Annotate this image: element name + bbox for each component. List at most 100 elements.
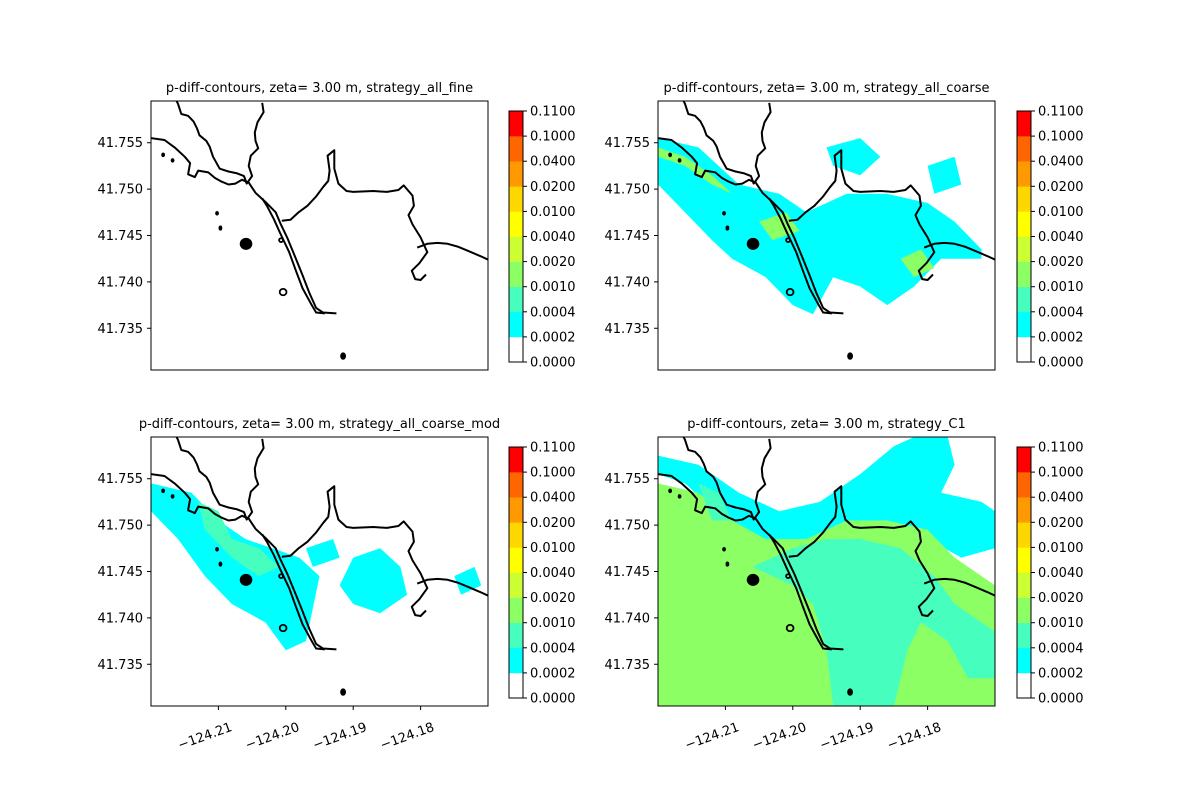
- colorbar-segment: [1017, 236, 1031, 262]
- colorbar-segment: [509, 672, 523, 699]
- coastline: [151, 137, 337, 315]
- colorbar-label: 0.0000: [530, 692, 576, 707]
- coastline: [175, 101, 265, 185]
- colorbar-segment: [509, 597, 523, 623]
- colorbar-segment: [1017, 336, 1031, 363]
- y-tick-label: 41.755: [605, 472, 651, 487]
- y-tick-label: 41.745: [98, 565, 144, 580]
- y-tick-label: 41.750: [98, 519, 144, 534]
- colorbar-label: 0.0020: [1038, 591, 1084, 606]
- colorbar-label: 0.0100: [530, 205, 576, 220]
- contour-region-0.0002-0.0004: [927, 156, 962, 194]
- colorbar-label: 0.0040: [1038, 566, 1084, 581]
- island: [241, 576, 251, 584]
- colorbar-segment: [509, 261, 523, 287]
- island: [668, 152, 673, 158]
- colorbar: 0.0000 0.0002 0.0004 0.0010 0.0020 0.0040 0.01…: [1016, 441, 1084, 707]
- colorbar-segment: [1017, 261, 1031, 287]
- colorbar-segment: [509, 336, 523, 363]
- colorbar-segment: [1017, 311, 1031, 338]
- colorbar-segment: [509, 447, 523, 473]
- coastline: [923, 577, 995, 597]
- colorbar-label: 0.0000: [1038, 356, 1084, 371]
- y-tick-label: 41.740: [605, 275, 651, 290]
- island: [218, 561, 223, 567]
- coastline: [768, 533, 833, 651]
- colorbar-segment: [509, 472, 523, 498]
- colorbar-segment: [1017, 136, 1031, 162]
- colorbar-label: 0.0100: [530, 541, 576, 556]
- colorbar-segment: [1017, 497, 1031, 523]
- island: [847, 688, 853, 696]
- colorbar-label: 0.0010: [1038, 616, 1084, 631]
- colorbar-label: 0.0002: [1038, 330, 1084, 345]
- coastline: [923, 241, 995, 261]
- colorbar-segment: [509, 236, 523, 262]
- colorbar-segment: [509, 572, 523, 598]
- island: [668, 488, 673, 494]
- colorbar-segment: [1017, 161, 1031, 187]
- colorbar-label: 0.0004: [1038, 305, 1084, 320]
- y-tick-label: 41.745: [605, 229, 651, 244]
- coastline: [175, 437, 265, 521]
- contour-region-0.0002-0.0004: [826, 138, 881, 176]
- colorbar-segment: [1017, 211, 1031, 237]
- contour-fill-layer: [658, 437, 995, 706]
- contour-region-0.0002-0.0004: [658, 138, 982, 315]
- island: [748, 576, 758, 584]
- colorbar-segment: [1017, 111, 1031, 137]
- colorbar-segment: [1017, 647, 1031, 674]
- colorbar-label: 0.0200: [530, 180, 576, 195]
- colorbar-label: 0.0002: [530, 330, 576, 345]
- colorbar-label: 0.0002: [1038, 666, 1084, 681]
- island: [785, 237, 791, 243]
- colorbar: 0.0000 0.0002 0.0004 0.0010 0.0020 0.0040 0.01…: [1016, 105, 1084, 371]
- colorbar-label: 0.0010: [530, 616, 576, 631]
- coastline: [788, 485, 936, 617]
- colorbar-label: 0.0040: [530, 566, 576, 581]
- colorbar-segment: [509, 522, 523, 548]
- colorbar-segment: [509, 161, 523, 187]
- colorbar-segment: [1017, 622, 1031, 649]
- colorbar-segment: [1017, 572, 1031, 598]
- island: [218, 225, 223, 231]
- island: [340, 352, 346, 360]
- coastline: [281, 485, 429, 617]
- island: [170, 158, 175, 163]
- contour-region-0.0010-0.0020: [759, 212, 800, 241]
- colorbar-segment: [1017, 286, 1031, 313]
- colorbar-label: 0.0200: [530, 516, 576, 531]
- colorbar-label: 0.1000: [530, 130, 576, 145]
- coastline-layer: [151, 101, 488, 360]
- contour-region-0.0004-0.0010: [698, 483, 733, 521]
- colorbar-label: 0.0002: [530, 666, 576, 681]
- colorbar-label: 0.0040: [530, 230, 576, 245]
- island: [161, 152, 166, 158]
- colorbar-label: 0.0400: [530, 155, 576, 170]
- colorbar-label: 0.1100: [530, 441, 576, 456]
- colorbar-label: 0.0020: [530, 255, 576, 270]
- island: [785, 573, 791, 579]
- panel-2: p-diff-contours, zeta= 3.00 m, strategy_…: [605, 81, 1084, 371]
- colorbar-label: 0.0400: [1038, 155, 1084, 170]
- island: [748, 240, 758, 248]
- y-tick-label: 41.750: [605, 519, 651, 534]
- y-tick-label: 41.750: [605, 183, 651, 198]
- colorbar-segment: [509, 286, 523, 313]
- y-tick-label: 41.745: [98, 229, 144, 244]
- coastline-layer: [658, 437, 995, 696]
- colorbar-segment: [1017, 522, 1031, 548]
- island: [725, 561, 730, 567]
- y-tick-label: 41.735: [98, 322, 144, 337]
- island: [278, 287, 288, 297]
- island: [785, 623, 795, 633]
- colorbar-segment: [509, 497, 523, 523]
- y-tick-label: 41.755: [98, 472, 144, 487]
- island: [722, 210, 726, 216]
- island: [340, 688, 346, 696]
- coastline: [788, 149, 936, 281]
- colorbar-segment: [509, 136, 523, 162]
- colorbar-segment: [509, 111, 523, 137]
- colorbar-segment: [509, 547, 523, 573]
